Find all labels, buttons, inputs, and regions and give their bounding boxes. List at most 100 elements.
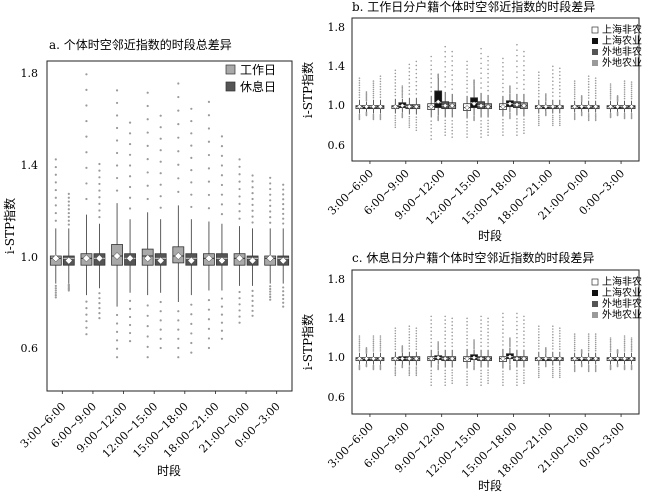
- outlier-point: [128, 132, 132, 135]
- mean-marker: [593, 104, 599, 110]
- outlier-point: [630, 97, 633, 100]
- outlier-point: [580, 114, 583, 117]
- outlier-points: [630, 81, 633, 120]
- outlier-point: [190, 119, 193, 123]
- outlier-point: [516, 369, 518, 372]
- outlier-point: [466, 120, 468, 123]
- outlier-point: [516, 117, 518, 120]
- outlier-point: [372, 368, 375, 371]
- outlier-point: [451, 371, 453, 374]
- outlier-point: [480, 82, 482, 84]
- outlier-point: [451, 83, 453, 86]
- outlier-point: [487, 324, 489, 327]
- outlier-point: [516, 344, 518, 347]
- outlier-point: [159, 183, 162, 186]
- outlier-point: [358, 89, 361, 91]
- outlier-point: [238, 321, 241, 324]
- outlier-point: [282, 188, 285, 191]
- panel-b-ytick: 1.0: [328, 99, 346, 112]
- outlier-point: [358, 86, 361, 89]
- outlier-point: [269, 182, 272, 185]
- outlier-point: [623, 338, 626, 341]
- outlier-points: [408, 63, 411, 129]
- outlier-point: [559, 374, 561, 377]
- outlier-point: [523, 371, 525, 374]
- outlier-point: [502, 376, 504, 378]
- outlier-point: [85, 151, 88, 154]
- outlier-point: [372, 338, 375, 341]
- outlier-point: [545, 114, 547, 117]
- outlier-point: [616, 365, 619, 368]
- outlier-point: [623, 82, 626, 85]
- outlier-point: [415, 118, 418, 121]
- outlier-point: [98, 162, 101, 166]
- outlier-point: [594, 349, 597, 352]
- mean-marker: [377, 104, 384, 110]
- outlier-point: [587, 368, 590, 370]
- outlier-point: [523, 60, 525, 62]
- outlier-point: [573, 82, 576, 85]
- outlier-point: [523, 129, 525, 132]
- outlier-point: [630, 85, 633, 88]
- outlier-point: [516, 316, 518, 319]
- outlier-point: [394, 88, 397, 91]
- outlier-points: [159, 114, 162, 350]
- outlier-point: [502, 128, 504, 130]
- outlier-point: [415, 121, 418, 124]
- outlier-point: [538, 71, 540, 74]
- panel-c: c. 休息日分户籍个体时空邻近指数的时段差异 i-STP指数 时段 0.6 1.…: [300, 250, 642, 493]
- outlier-points: [365, 91, 368, 117]
- outlier-point: [444, 119, 446, 122]
- outlier-point: [466, 317, 468, 320]
- outlier-point: [115, 164, 119, 167]
- outlier-point: [67, 215, 70, 218]
- outlier-point: [146, 144, 149, 147]
- outlier-point: [128, 331, 132, 335]
- outlier-point: [372, 92, 375, 95]
- outlier-point: [430, 55, 432, 58]
- outlier-point: [480, 126, 482, 129]
- outlier-point: [379, 75, 382, 77]
- outlier-point: [408, 331, 411, 333]
- mean-marker: [500, 356, 506, 362]
- outlier-point: [538, 120, 540, 123]
- outlier-point: [480, 123, 482, 125]
- outlier-point: [115, 313, 119, 317]
- outlier-point: [538, 118, 540, 121]
- outlier-point: [408, 368, 411, 370]
- outlier-point: [502, 121, 504, 124]
- panel-c-title: c. 休息日分户籍个体时空邻近指数的时段差异: [352, 250, 594, 265]
- outlier-point: [516, 134, 518, 136]
- outlier-points: [616, 349, 619, 368]
- outlier-point: [394, 340, 397, 343]
- outlier-point: [379, 346, 382, 348]
- outlier-point: [623, 117, 626, 120]
- outlier-point: [159, 319, 162, 322]
- outlier-point: [480, 129, 482, 132]
- panel-b-ytick: 1.8: [328, 21, 346, 34]
- outlier-point: [466, 64, 468, 67]
- mean-marker: [586, 104, 592, 110]
- outlier-point: [630, 347, 633, 349]
- outlier-point: [552, 122, 554, 125]
- outlier-point: [146, 104, 149, 108]
- outlier-point: [54, 284, 57, 287]
- mean-marker: [485, 104, 491, 110]
- outlier-point: [190, 313, 193, 316]
- outlier-point: [128, 340, 132, 343]
- outlier-point: [573, 112, 576, 115]
- outlier-point: [559, 327, 561, 329]
- mean-marker: [521, 356, 527, 362]
- outlier-point: [408, 67, 411, 69]
- outlier-point: [415, 80, 418, 83]
- outlier-point: [552, 118, 554, 121]
- mean-marker: [248, 256, 257, 265]
- mean-marker: [536, 104, 542, 110]
- outlier-point: [444, 334, 446, 336]
- outlier-point: [466, 87, 468, 89]
- outlier-point: [523, 124, 525, 126]
- outlier-point: [451, 64, 453, 67]
- outlier-point: [451, 377, 453, 379]
- panel-c-xticks: 3:00~6:006:00~9:009:00~12:0012:00~15:001…: [325, 414, 627, 480]
- outlier-point: [538, 95, 540, 98]
